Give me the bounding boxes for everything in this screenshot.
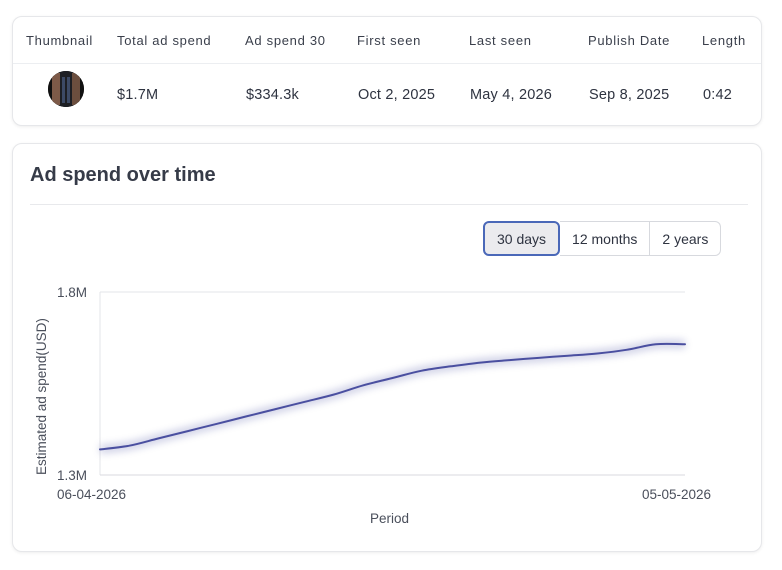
header-publish-date: Publish Date [588,33,671,48]
ad-spend-chart-card: Ad spend over time 30 days 12 months 2 y… [12,143,762,552]
header-total-ad-spend: Total ad spend [117,33,212,48]
x-tick-label-start: 06-04-2026 [57,487,126,502]
y-axis-title: Estimated ad spend(USD) [34,318,49,475]
range-30-days-button[interactable]: 30 days [483,221,561,256]
y-tick-label-top: 1.8M [57,285,87,300]
y-tick-label-bottom: 1.3M [57,468,87,483]
plot-area [99,291,685,476]
header-length: Length [702,33,746,48]
divider [30,204,748,205]
ad-spend-30-value: $334.3k [246,87,299,103]
header-last-seen: Last seen [469,33,532,48]
range-2-years-button[interactable]: 2 years [650,221,722,256]
table-header-row: Thumbnail Total ad spend Ad spend 30 Fir… [13,17,761,64]
range-12-months-button[interactable]: 12 months [560,221,651,256]
series-line [99,342,686,451]
header-ad-spend-30: Ad spend 30 [245,33,326,48]
last-seen-value: May 4, 2026 [470,87,552,103]
header-first-seen: First seen [357,33,422,48]
thumbnail-image [48,71,84,107]
line-chart: 1.8M 1.3M 06-04-2026 05-05-2026 Period E… [34,285,711,526]
ad-thumbnail[interactable] [48,71,84,107]
x-axis-title: Period [370,511,409,526]
chart-section-title: Ad spend over time [30,164,216,186]
table-row[interactable]: $1.7M $334.3k Oct 2, 2025 May 4, 2026 Se… [13,63,761,127]
header-thumbnail: Thumbnail [26,33,93,48]
ad-info-table: Thumbnail Total ad spend Ad spend 30 Fir… [12,16,762,126]
x-tick-label-end: 05-05-2026 [642,487,711,502]
range-selector: 30 days 12 months 2 years [483,221,722,256]
publish-date-value: Sep 8, 2025 [589,87,670,103]
length-value: 0:42 [703,87,733,103]
first-seen-value: Oct 2, 2025 [358,87,436,103]
total-ad-spend-value: $1.7M [117,87,159,103]
series-line-glow [99,339,686,454]
